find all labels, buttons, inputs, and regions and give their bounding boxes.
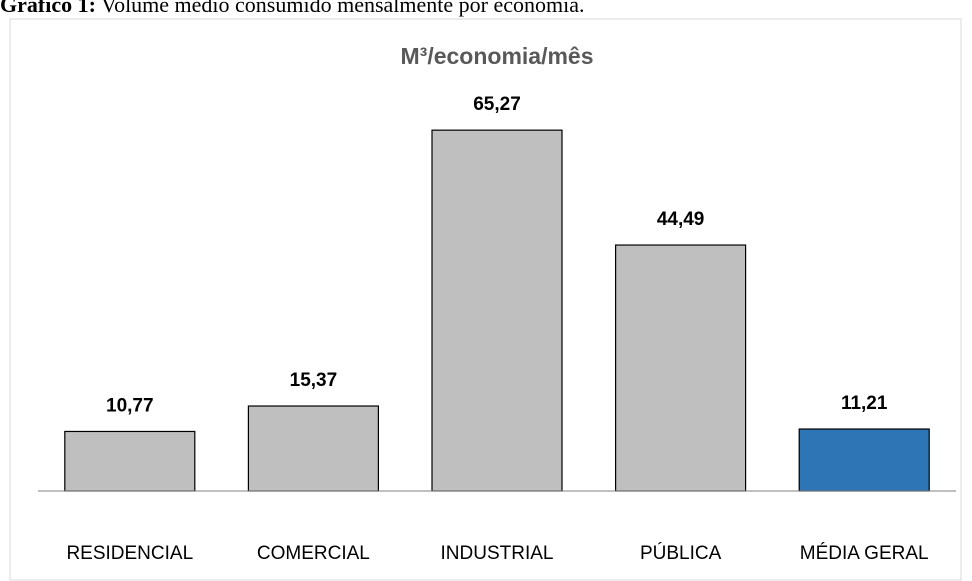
caption: Gráfico 1: Volume médio consumido mensal…	[0, 0, 585, 17]
x-tick-label: PÚBLICA	[640, 542, 722, 564]
bar	[798, 428, 930, 492]
x-tick-label: MÉDIA GERAL	[800, 543, 929, 564]
caption-label: Gráfico 1:	[0, 0, 96, 17]
data-label: 44,49	[657, 209, 705, 230]
data-label: 65,27	[473, 94, 521, 115]
bar	[64, 430, 196, 492]
data-label: 11,21	[841, 393, 888, 414]
bar	[614, 244, 747, 492]
x-tick-label: RESIDENCIAL	[66, 543, 193, 564]
chart-title: M³/economia/mês	[401, 43, 594, 69]
bar	[431, 129, 563, 492]
bar	[247, 405, 379, 492]
x-tick-label: INDUSTRIAL	[441, 543, 554, 564]
x-tick-label: COMERCIAL	[257, 543, 370, 564]
caption-text: Volume médio consumido mensalmente por e…	[101, 0, 585, 17]
data-label: 10,77	[106, 395, 154, 416]
data-label: 15,37	[290, 370, 338, 391]
